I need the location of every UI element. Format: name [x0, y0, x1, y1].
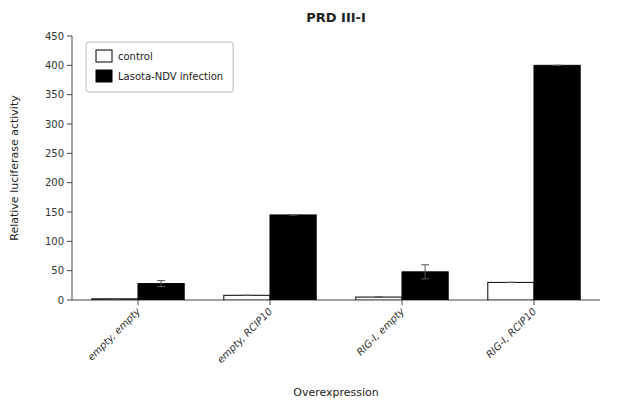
- y-axis-label: Relative luciferase activity: [8, 95, 21, 241]
- y-tick-label: 250: [45, 148, 64, 159]
- y-tick-label: 0: [58, 295, 64, 306]
- x-tick: [138, 300, 139, 305]
- y-tick-label: 100: [45, 236, 64, 247]
- error-cap: [375, 297, 383, 298]
- bar: [138, 284, 184, 300]
- error-cap: [507, 282, 515, 283]
- y-tick-label: 200: [45, 177, 64, 188]
- x-tick: [402, 300, 403, 305]
- error-cap: [289, 214, 297, 215]
- error-cap: [111, 298, 119, 299]
- x-tick-label: empty, RCIP10: [215, 306, 275, 366]
- error-cap: [157, 286, 165, 287]
- chart: 0 50 100 150 200 250 300 350 400 450 empty, empty e…: [0, 0, 620, 404]
- bars: [92, 65, 580, 300]
- bar: [356, 297, 402, 300]
- y-tick: [67, 36, 72, 37]
- error-bar: [553, 65, 561, 66]
- bar: [92, 299, 138, 300]
- error-bar: [157, 281, 165, 287]
- bar: [488, 282, 534, 300]
- y-tick: [67, 153, 72, 154]
- y-tick: [67, 124, 72, 125]
- y-tick-label: 350: [45, 89, 64, 100]
- error-bar: [243, 295, 251, 296]
- title: PRD III-I: [306, 10, 366, 25]
- error-cap: [243, 295, 251, 296]
- y-tick: [67, 182, 72, 183]
- y-tick-label: 300: [45, 119, 64, 130]
- x-tick-label: RIG-I, empty: [354, 305, 407, 358]
- error-cap: [507, 282, 515, 283]
- error-cap: [553, 65, 561, 66]
- error-cap: [421, 278, 429, 279]
- bar: [224, 295, 270, 300]
- x-axis-label: Overexpression: [293, 386, 379, 399]
- bar: [534, 65, 580, 300]
- y-tick: [67, 241, 72, 242]
- y-tick-label: 450: [45, 31, 64, 42]
- legend-entry: control: [118, 51, 153, 62]
- error-cap: [553, 65, 561, 66]
- legend-box: [86, 42, 233, 92]
- error-cap: [375, 297, 383, 298]
- x-tick-label: RIG-I, RCIP10: [484, 306, 539, 361]
- error-cap: [243, 295, 251, 296]
- bar: [270, 215, 316, 300]
- y-tick: [67, 300, 72, 301]
- error-line: [161, 281, 162, 287]
- y-axis: [72, 36, 73, 300]
- error-bar: [375, 297, 383, 298]
- legend: control Lasota-NDV infection: [86, 42, 233, 92]
- error-bar: [421, 265, 429, 279]
- error-cap: [111, 298, 119, 299]
- x-tick: [534, 300, 535, 305]
- error-line: [425, 265, 426, 279]
- background: [0, 0, 620, 404]
- y-tick-label: 400: [45, 60, 64, 71]
- y-tick: [67, 65, 72, 66]
- error-bar: [507, 282, 515, 283]
- y-tick-label: 150: [45, 207, 64, 218]
- legend-swatch: [96, 50, 112, 62]
- error-cap: [421, 264, 429, 265]
- y-tick: [67, 94, 72, 95]
- error-cap: [289, 214, 297, 215]
- legend-entry: Lasota-NDV infection: [118, 71, 223, 82]
- legend-swatch: [96, 70, 112, 82]
- y-tick: [67, 270, 72, 271]
- y-tick-label: 50: [51, 265, 64, 276]
- x-tick: [270, 300, 271, 305]
- x-tick-label: empty, empty: [85, 305, 143, 363]
- error-bar: [289, 214, 297, 215]
- error-bar: [111, 298, 119, 299]
- error-cap: [157, 280, 165, 281]
- y-tick: [67, 212, 72, 213]
